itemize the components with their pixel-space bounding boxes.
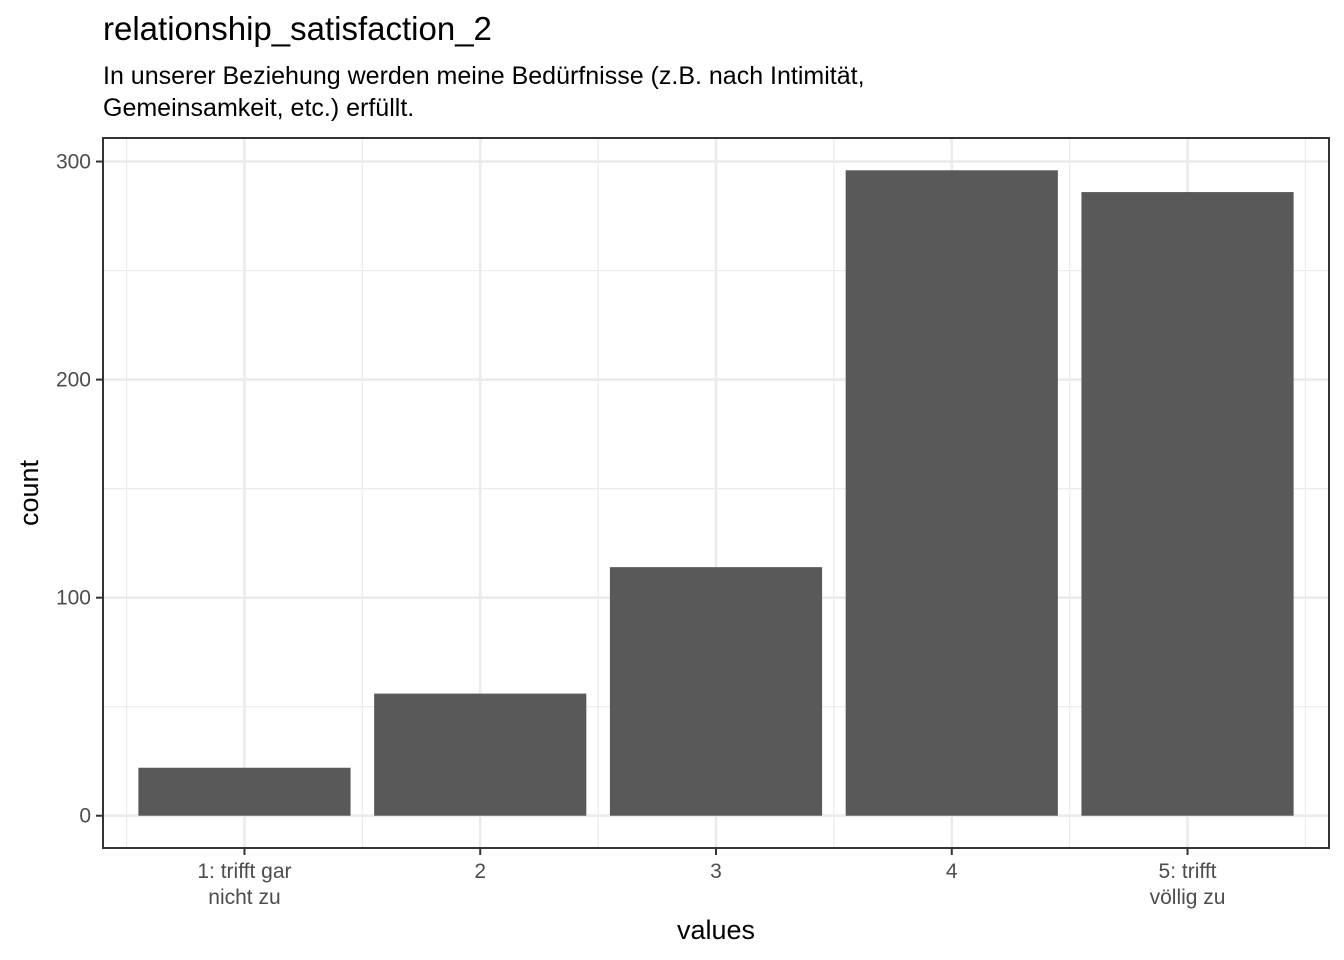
bars <box>138 170 1294 816</box>
y-axis: 0 100 200 300 <box>56 151 103 828</box>
bar <box>1081 192 1294 816</box>
x-tick-label: 3 <box>710 860 722 883</box>
chart-title: relationship_satisfaction_2 <box>103 10 492 47</box>
y-tick-label: 0 <box>79 805 91 828</box>
x-tick-label: 1: trifft gar nicht zu <box>197 860 291 909</box>
chart-subtitle-line-2: Gemeinsamkeit, etc.) erfüllt. <box>103 94 414 122</box>
chart-subtitle-line-1: In unserer Beziehung werden meine Bedürf… <box>103 62 865 90</box>
x-tick-label-line: 3 <box>710 860 722 883</box>
x-tick-label-line: 5: trifft <box>1159 860 1217 883</box>
y-tick-label: 200 <box>56 369 91 392</box>
x-tick-label: 4 <box>946 860 958 883</box>
bar <box>374 693 587 816</box>
x-tick-label-line: nicht zu <box>208 886 280 909</box>
y-axis-title: count <box>14 459 44 526</box>
x-tick-label: 5: trifft völlig zu <box>1150 860 1226 909</box>
plot-panel <box>102 137 1330 849</box>
x-tick-label-line: 4 <box>946 860 958 883</box>
bar <box>609 567 823 816</box>
x-tick-label-line: 1: trifft gar <box>197 860 291 883</box>
x-tick-label-line: völlig zu <box>1150 886 1226 909</box>
x-tick-label: 2 <box>474 860 486 883</box>
bar <box>138 767 351 816</box>
x-axis-title: values <box>677 915 755 945</box>
x-tick-label-line: 2 <box>474 860 486 883</box>
y-tick-label: 300 <box>56 151 91 174</box>
x-axis: 1: trifft gar nicht zu 2 3 4 5: trifft völlig … <box>197 848 1225 909</box>
bar <box>845 170 1058 816</box>
y-tick-label: 100 <box>56 587 91 610</box>
